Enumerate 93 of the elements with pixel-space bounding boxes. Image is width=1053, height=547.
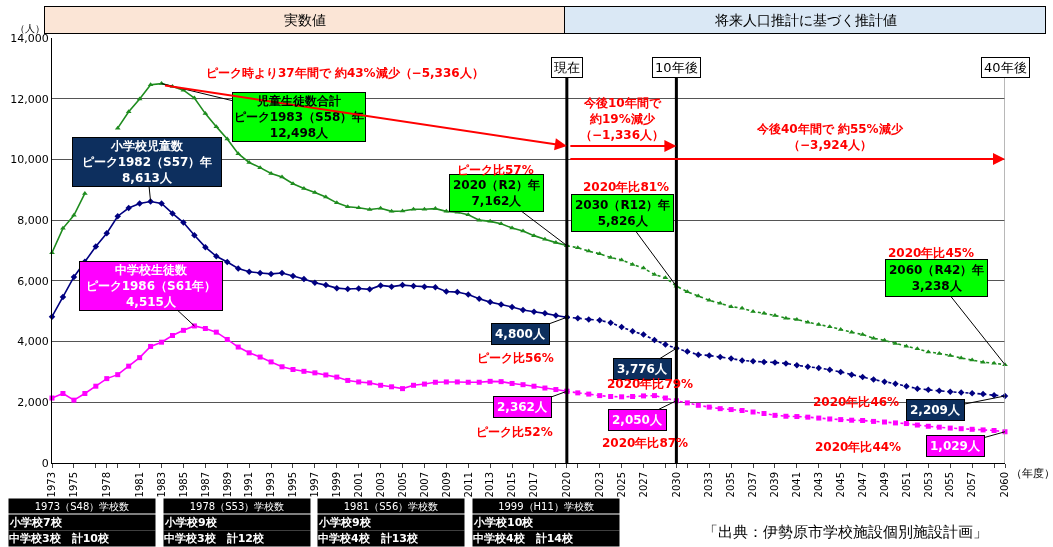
annotation: ピーク比57% [457, 163, 534, 177]
text: 1978（S53）学校数 [189, 500, 285, 512]
x-tick-label: 2053 [922, 472, 934, 498]
annotation: 2020年比44% [815, 440, 902, 454]
text: 中学校3校 計12校 [164, 532, 265, 545]
text: 「出典：伊勢原市学校施設個別施設計画」 [703, 523, 988, 541]
y-tick-label: 12,000 [10, 92, 49, 106]
text: 将来人口推計に基づく推計値 [713, 12, 897, 28]
text: 小学校10校 [473, 516, 535, 529]
x-tick-label: 2023 [593, 472, 605, 498]
x-tick-label: 1995 [287, 472, 299, 498]
annotation: ピーク時より37年間で 約43%減少（−5,336人） [206, 66, 484, 80]
x-axis-title: （年度） [1011, 467, 1053, 480]
x-tick-label: 1973 [46, 472, 58, 498]
annotation: ピーク1982（S57）年 8,613人 [81, 155, 213, 185]
x-tick-label: 1975 [68, 472, 80, 498]
annotation: 今後10年間で [583, 96, 662, 110]
annotation: 2060（R42）年 3,238人 [889, 263, 985, 293]
x-tick-label: 2051 [900, 472, 912, 498]
x-tick-label: 2030 [670, 472, 682, 498]
x-tick-label: 2013 [484, 472, 496, 498]
x-tick-label: 1985 [177, 472, 189, 498]
x-tick-label: 2025 [615, 472, 627, 498]
x-tick-label: 1993 [265, 472, 277, 498]
x-tick-label: 2049 [878, 472, 890, 498]
y-axis-title: （人） [15, 23, 45, 34]
x-tick-label: 2005 [396, 472, 408, 498]
x-tick-label: 1997 [309, 472, 321, 498]
x-tick-label: 2003 [374, 472, 386, 498]
annotation: ピーク比56% [477, 351, 554, 365]
annotation: 2020年比45% [888, 246, 975, 260]
x-tick-label: 1981 [133, 472, 145, 498]
text: 1981（S56）学校数 [343, 500, 439, 512]
text: 中学校3校 計10校 [9, 532, 110, 545]
ref-line-label: 40年後 [984, 60, 1027, 75]
x-tick-label: 1999 [331, 472, 343, 498]
y-tick-label: 0 [41, 456, 49, 470]
text: 1973（S48）学校数 [34, 500, 130, 512]
x-tick-label: 1989 [221, 472, 233, 498]
annotation: 2,050人 [612, 413, 663, 427]
annotation: 今後40年間で 約55%減少 [756, 122, 904, 136]
y-tick-label: 8,000 [17, 213, 49, 227]
annotation: （−1,336人） [580, 128, 665, 142]
annotation: 3,776人 [617, 362, 668, 376]
annotation: 2,362人 [497, 400, 548, 414]
text: 1999（H11）学校数 [498, 500, 594, 512]
x-tick-label: 2041 [791, 472, 803, 498]
x-tick-label: 2055 [944, 472, 956, 498]
x-tick-label: 1991 [243, 472, 255, 498]
x-tick-label: 2045 [834, 472, 846, 498]
text: 小学校9校 [164, 516, 218, 529]
x-tick-label: 1983 [155, 472, 167, 498]
x-tick-label: 2020 [561, 472, 573, 498]
text: 小学校9校 [318, 516, 372, 529]
annotation: 2020（R2）年 7,162人 [453, 178, 540, 208]
ref-line-label: 現在 [554, 60, 580, 75]
x-tick-label: 2033 [703, 472, 715, 498]
x-tick-label: 2027 [637, 472, 649, 498]
annotation: 2030（R12）年 5,826人 [575, 198, 671, 228]
annotation: 1,029人 [930, 439, 981, 453]
x-tick-label: 2039 [769, 472, 781, 498]
x-tick-label: 1978 [101, 472, 113, 498]
x-tick-label: 2011 [462, 472, 474, 498]
x-tick-label: 2047 [856, 472, 868, 498]
annotation: ピーク比52% [476, 425, 553, 439]
ref-line-label: 10年後 [655, 60, 698, 75]
text: 中学校4校 計14校 [473, 532, 574, 545]
annotation: 2,209人 [910, 403, 961, 417]
x-tick-label: 1987 [199, 472, 211, 498]
x-tick-label: 2037 [747, 472, 759, 498]
annotation: 2020年比81% [583, 180, 670, 194]
text: 中学校4校 計13校 [318, 532, 419, 545]
y-tick-label: 2,000 [17, 396, 49, 410]
annotation: ピーク1986（S61年） 4,515人 [85, 279, 217, 309]
y-tick-label: 4,000 [17, 335, 49, 349]
x-tick-label: 2015 [506, 472, 518, 498]
x-tick-label: 2009 [440, 472, 452, 498]
annotation: 中学校生徒数 [115, 263, 188, 277]
x-tick-label: 2017 [528, 472, 540, 498]
x-tick-label: 2007 [418, 472, 430, 498]
x-tick-label: 2043 [813, 472, 825, 498]
annotation: （−3,924人） [788, 138, 873, 152]
y-tick-label: 10,000 [10, 153, 49, 167]
x-tick-label: 2035 [725, 472, 737, 498]
y-tick-label: 6,000 [17, 274, 49, 288]
text: 小学校7校 [9, 516, 63, 529]
annotation: 小学校児童数 [110, 139, 184, 153]
x-tick-label: 2060 [999, 472, 1011, 498]
x-tick-label: 2001 [352, 472, 364, 498]
annotation: 約19%減少 [589, 112, 656, 126]
x-tick-label: 2057 [966, 472, 978, 498]
text: 実数値 [284, 12, 326, 28]
annotation: 4,800人 [495, 327, 546, 341]
